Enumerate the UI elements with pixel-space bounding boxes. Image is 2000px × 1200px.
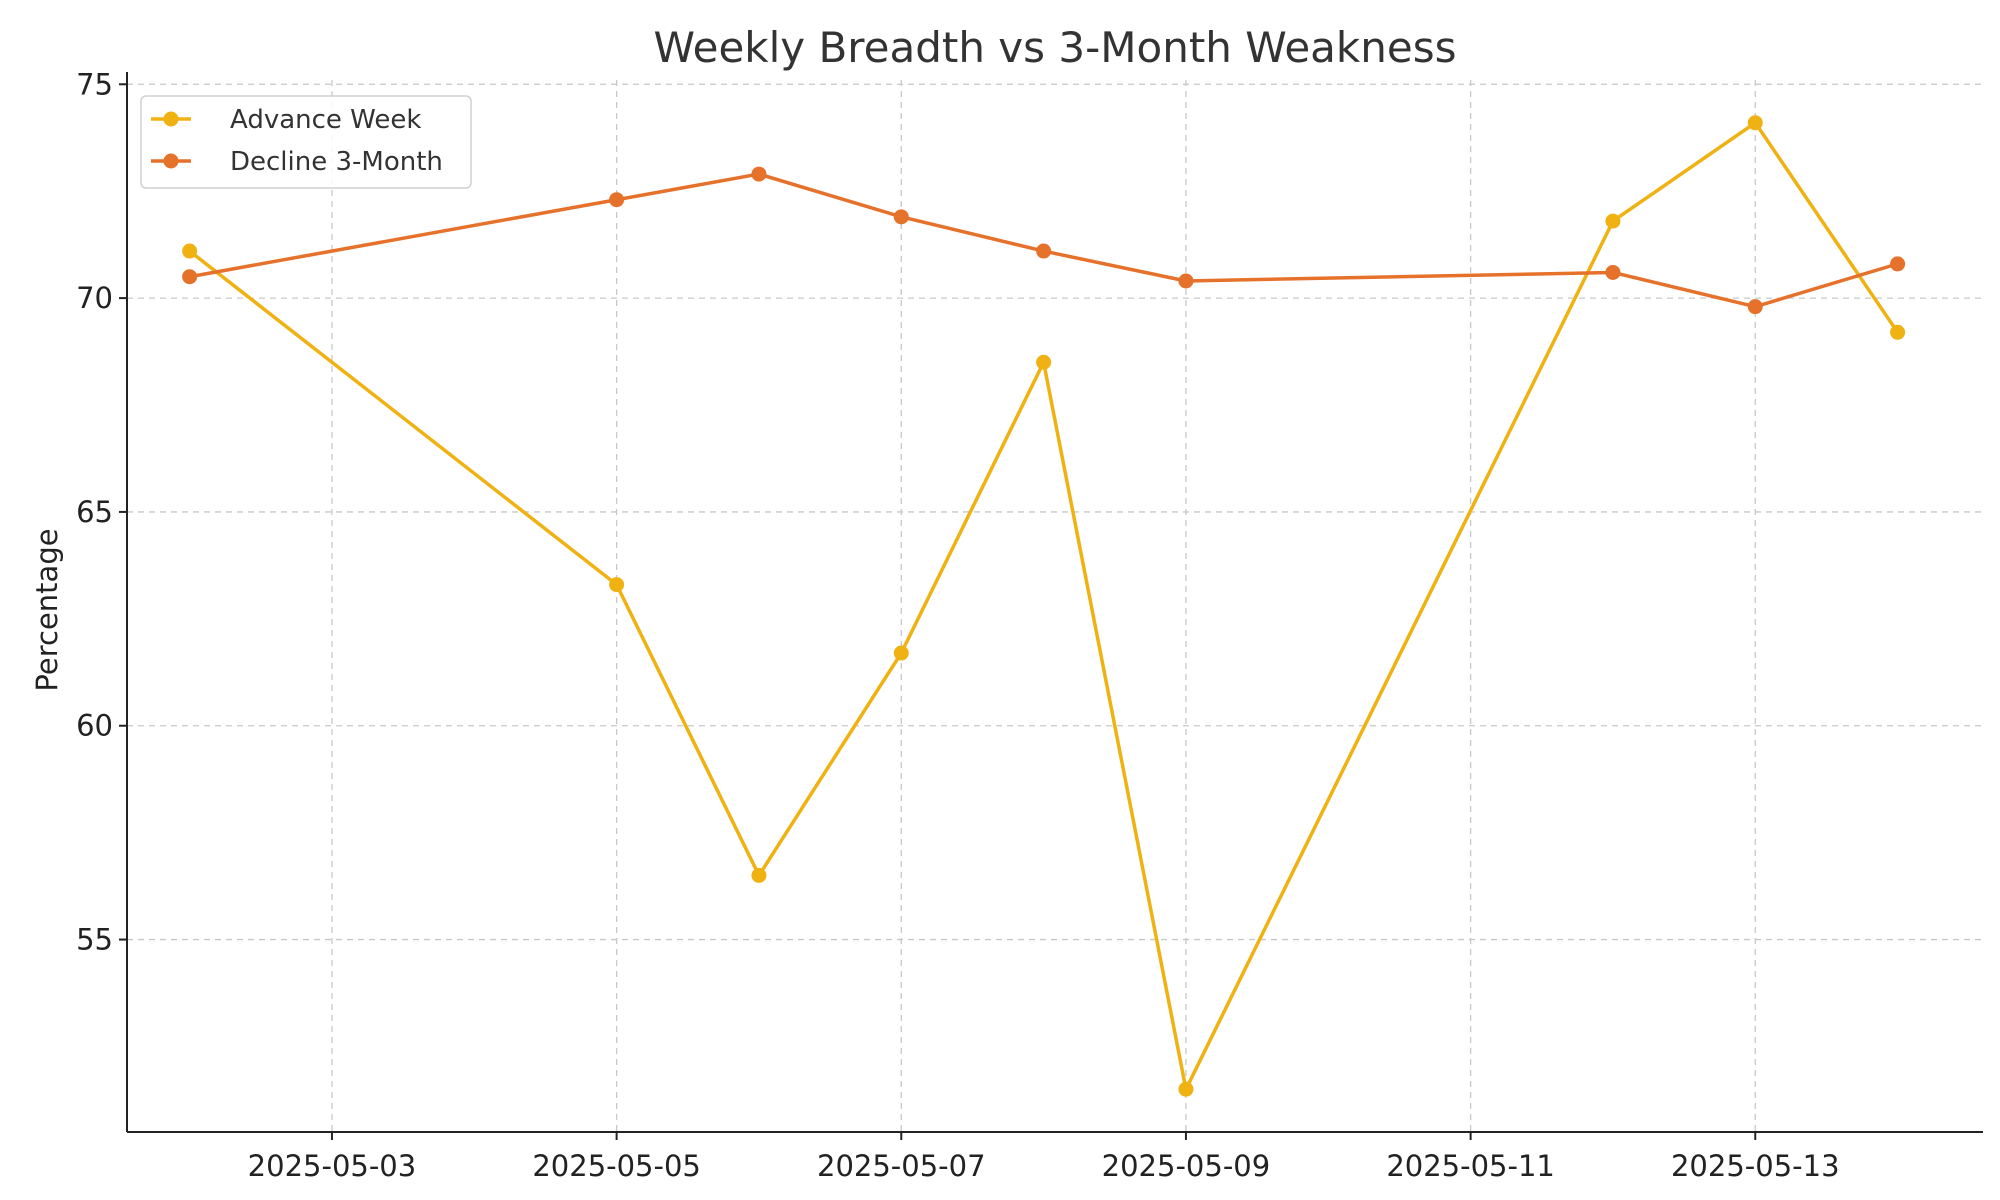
x-tick-label: 2025-05-13 (1671, 1149, 1840, 1183)
legend-item-decline-3-month: Decline 3-Month (151, 147, 443, 177)
x-tick-label: 2025-05-03 (248, 1149, 417, 1183)
data-point-decline-3-month (609, 192, 625, 208)
data-point-advance-week (1036, 354, 1052, 370)
grid (127, 80, 1983, 1132)
axes (119, 72, 1983, 1140)
data-point-advance-week (1747, 115, 1763, 131)
legend-box (140, 95, 472, 189)
data-point-decline-3-month (1747, 299, 1763, 315)
data-point-decline-3-month (1178, 273, 1194, 289)
data-point-decline-3-month (893, 209, 909, 225)
data-point-advance-week (609, 577, 625, 593)
y-tick-label: 65 (76, 495, 113, 529)
legend-label: Advance Week (230, 105, 421, 135)
series-decline-3-month (182, 166, 1906, 315)
data-point-advance-week (893, 645, 909, 661)
data-point-advance-week (182, 243, 198, 259)
legend-item-advance-week: Advance Week (151, 105, 421, 135)
y-tick-label: 70 (76, 281, 113, 315)
data-point-decline-3-month (1890, 256, 1906, 272)
x-tick-label: 2025-05-11 (1386, 1149, 1555, 1183)
legend-swatch-marker (163, 153, 179, 169)
x-tick-label: 2025-05-05 (532, 1149, 701, 1183)
chart-title: Weekly Breadth vs 3-Month Weakness (654, 23, 1457, 72)
series-advance-week (182, 115, 1906, 1097)
series-group (182, 115, 1906, 1097)
data-point-advance-week (751, 867, 767, 883)
data-point-decline-3-month (182, 269, 198, 285)
data-point-advance-week (1890, 324, 1906, 340)
x-tick-label: 2025-05-09 (1102, 1149, 1271, 1183)
y-tick-label: 60 (76, 709, 113, 743)
legend-swatch-marker (163, 111, 179, 127)
x-tick-label: 2025-05-07 (817, 1149, 986, 1183)
y-tick-label: 55 (76, 923, 113, 957)
y-axis-label: Percentage (30, 528, 64, 691)
series-line-advance-week (188, 121, 1900, 1091)
tick-labels: 55 60 65 70 75 2025-05-03 2025-05-05 2025-05-07… (76, 67, 1839, 1183)
legend: Advance Week Decline 3-Month (140, 95, 472, 189)
y-tick-label: 75 (76, 67, 113, 101)
data-point-decline-3-month (1605, 264, 1621, 280)
data-point-decline-3-month (1036, 243, 1052, 259)
data-point-advance-week (1178, 1081, 1194, 1097)
data-point-decline-3-month (751, 166, 767, 182)
series-line-decline-3-month (189, 172, 1899, 309)
legend-label: Decline 3-Month (230, 147, 443, 177)
data-point-advance-week (1605, 213, 1621, 229)
